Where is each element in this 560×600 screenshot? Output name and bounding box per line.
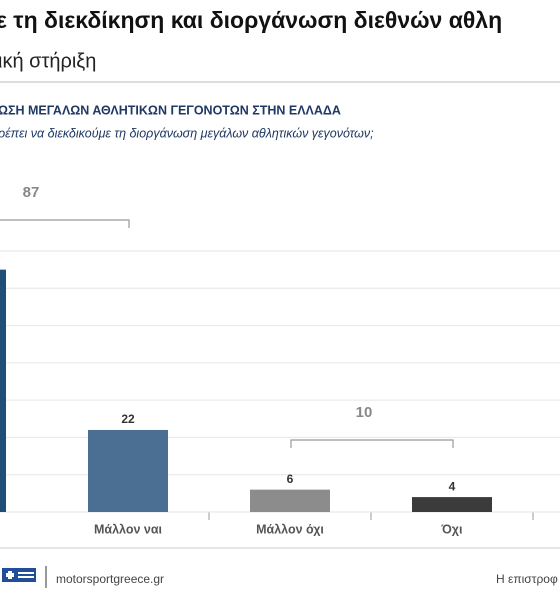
footer-right: Η επιστροφ (496, 572, 558, 586)
bar (412, 497, 492, 512)
footer-site: motorsportgreece.gr (56, 572, 164, 586)
value-label: 4 (449, 479, 456, 493)
section-title: ΩΣΗ ΜΕΓΑΛΩΝ ΑΘΛΗΤΙΚΩΝ ΓΕΓΟΝΟΤΩΝ ΣΤΗΝ ΕΛΛ… (0, 103, 341, 117)
logo (2, 566, 47, 588)
x-tick-label: Μάλλον όχι (256, 522, 324, 536)
group-total: 10 (356, 404, 373, 421)
bar (0, 269, 6, 512)
value-label: 22 (121, 412, 135, 426)
category-separators (208, 512, 534, 520)
x-tick-label: Μάλλον ναι (94, 522, 163, 536)
chart-subtitle: ική στήριξη (0, 50, 96, 72)
question: ρέπει να διεκδικούμε τη διοργάνωση μεγάλ… (0, 126, 374, 140)
bar (250, 489, 330, 512)
group-bracket (290, 439, 454, 448)
x-tick-label: Όχι (441, 522, 464, 536)
bar (88, 429, 168, 512)
chart-title: ε τη διεκδίκηση και διοργάνωση διεθνών α… (0, 7, 502, 33)
value-label: 6 (287, 472, 294, 486)
group-bracket (0, 219, 130, 228)
group-total: 87 (23, 184, 40, 201)
